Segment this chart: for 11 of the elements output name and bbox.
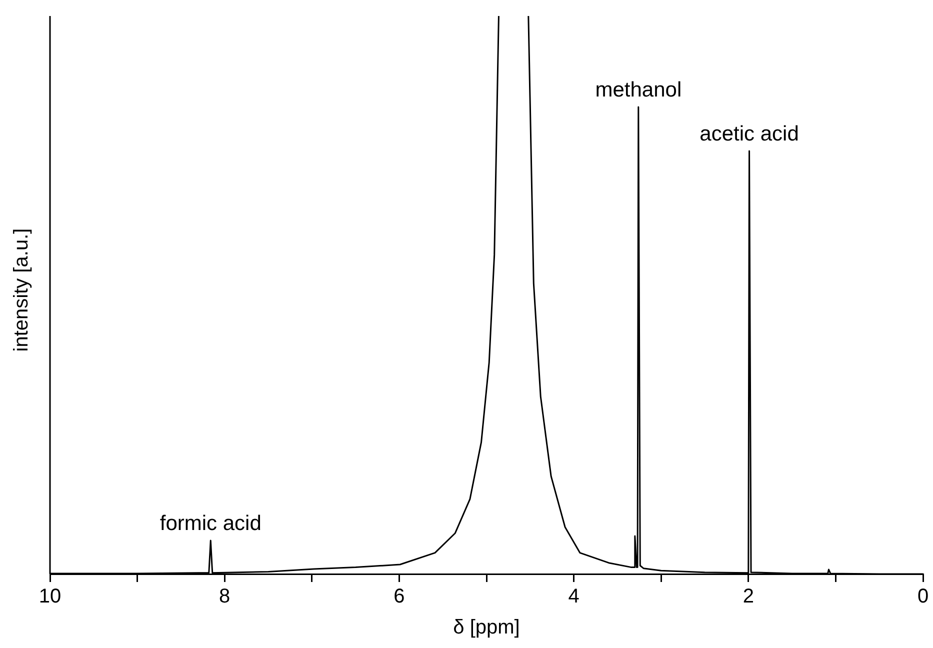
x-tick-label: 8	[219, 586, 230, 608]
x-tick-label: 2	[742, 586, 754, 608]
x-axis-title: δ [ppm]	[453, 616, 520, 639]
annotation: formic acid	[160, 512, 262, 535]
x-tick-label: 10	[38, 586, 62, 608]
y-axis-title: intensity [a.u.]	[10, 228, 34, 352]
annotation: acetic acid	[700, 122, 799, 146]
x-tick-label: 0	[917, 586, 929, 608]
x-tick-label: 6	[394, 586, 405, 608]
annotation: methanol	[595, 78, 682, 102]
x-tick-label: 4	[568, 586, 580, 608]
